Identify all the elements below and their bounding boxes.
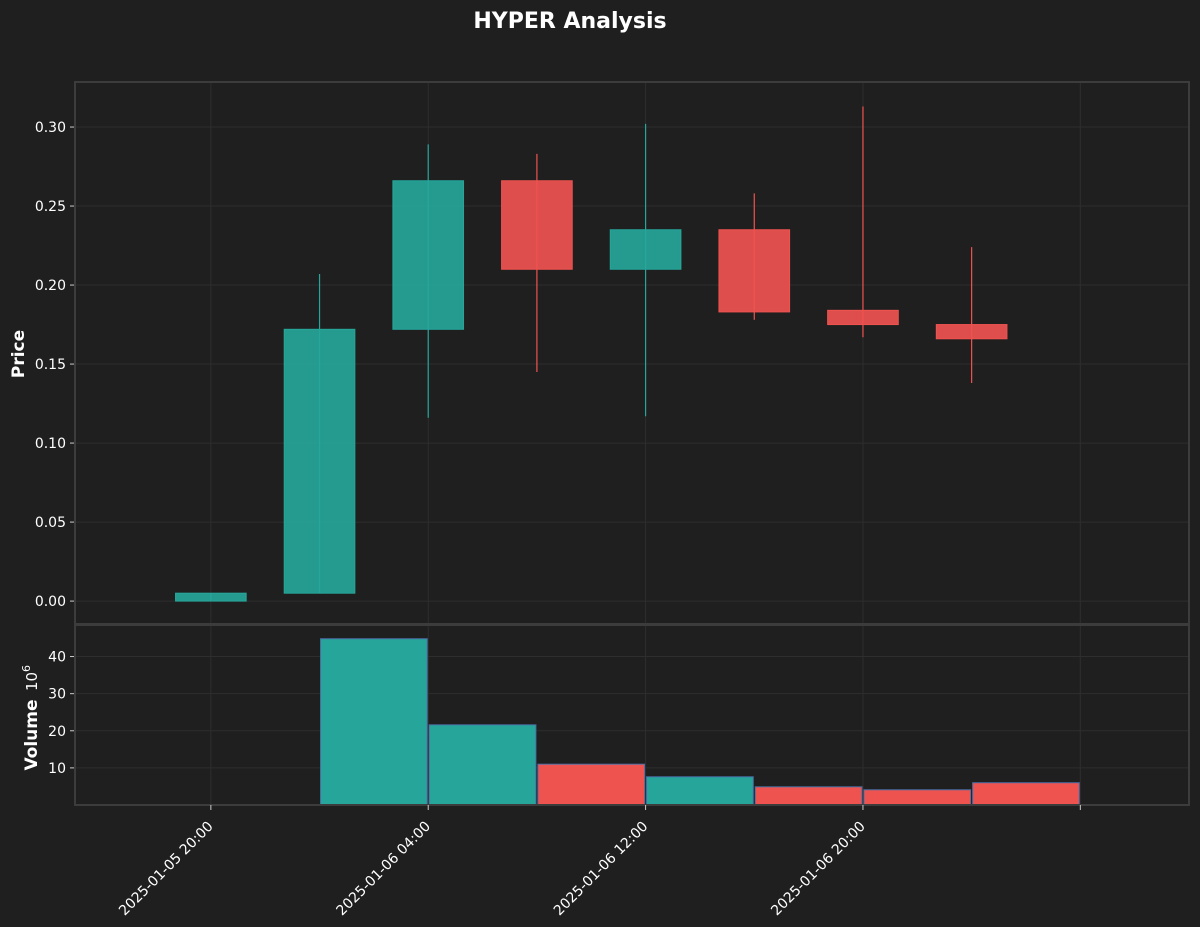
- volume-bar: [320, 638, 428, 806]
- volume-scale-base: 10: [23, 672, 41, 691]
- candle-body: [935, 324, 1008, 340]
- candle-body: [175, 592, 247, 602]
- volume-bar: [754, 786, 863, 806]
- volume-bar: [972, 782, 1080, 806]
- volume-y-tick-label: 30: [48, 687, 66, 703]
- price-y-tick-label: 0.30: [35, 120, 66, 136]
- volume-y-tick-label: 10: [48, 761, 66, 777]
- volume-bar: [537, 763, 646, 806]
- candle-body: [283, 328, 356, 594]
- volume-bar: [863, 789, 972, 806]
- candle-body: [827, 309, 899, 326]
- volume-panel: 10 20 30 40: [48, 624, 1190, 806]
- price-y-tick-label: 0.05: [35, 515, 66, 531]
- volume-y-tick-label: 20: [48, 724, 66, 740]
- candle-body: [501, 180, 573, 270]
- price-y-tick-label: 0.00: [35, 594, 66, 610]
- volume-bar: [646, 776, 754, 806]
- candle-body: [609, 229, 682, 270]
- price-axis-label: Price: [9, 330, 29, 378]
- candle-body: [718, 229, 791, 313]
- volume-bar: [428, 724, 537, 806]
- price-panel: 0.00 0.05 0.10 0.15 0.20 0.25 0.30: [35, 81, 1190, 625]
- candle-body: [392, 180, 465, 330]
- volume-scale-exponent: 106: [20, 665, 41, 691]
- volume-panel-frame: [74, 624, 1190, 806]
- price-y-tick-label: 0.15: [35, 357, 66, 373]
- chart-title: HYPER Analysis: [473, 9, 666, 34]
- volume-scale-power: 6: [20, 665, 33, 672]
- volume-y-tick-label: 40: [48, 650, 66, 666]
- price-y-tick-label: 0.20: [35, 278, 66, 294]
- price-plot-area: [75, 82, 1189, 624]
- price-y-tick-label: 0.10: [35, 436, 66, 452]
- volume-axis-label: Volume: [22, 699, 42, 770]
- price-y-tick-label: 0.25: [35, 199, 66, 215]
